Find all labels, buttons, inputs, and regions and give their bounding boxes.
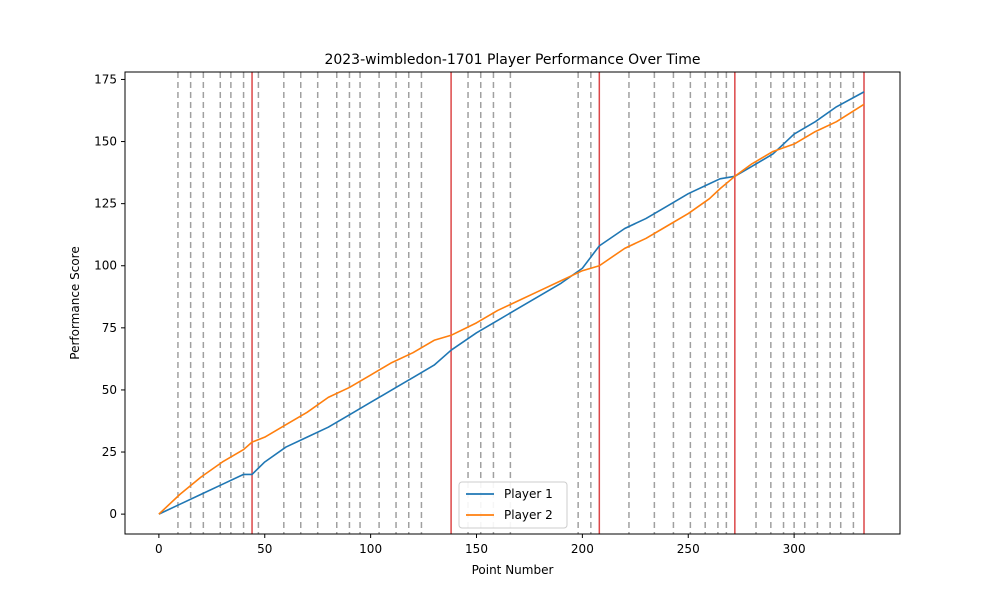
x-axis-label: Point Number [472,563,554,577]
y-tick-label: 150 [94,135,117,149]
x-tick-label: 100 [359,542,382,556]
y-tick-label: 125 [94,197,117,211]
plot-area-frame [124,71,901,535]
x-tick-label: 50 [257,542,272,556]
legend: Player 1 Player 2 [458,481,568,529]
y-axis: 0 25 50 75 100 125 150 175 [94,72,125,521]
y-tick-label: 50 [102,383,117,397]
series-lines [158,91,865,515]
x-axis: 0 50 100 150 200 250 300 [155,534,806,556]
y-tick-label: 100 [94,259,117,273]
x-tick-label: 300 [783,542,806,556]
boundary-lines [177,72,865,534]
series-line-player-2 [158,103,865,515]
legend-label-player-1: Player 1 [504,487,553,501]
x-tick-label: 0 [155,542,163,556]
chart-title: 2023-wimbledon-1701 Player Performance O… [324,52,700,68]
y-tick-label: 75 [102,321,117,335]
y-tick-label: 175 [94,72,117,86]
legend-label-player-2: Player 2 [504,508,553,522]
x-tick-label: 150 [465,542,488,556]
y-tick-label: 25 [102,445,117,459]
x-tick-label: 250 [677,542,700,556]
y-axis-label: Performance Score [68,246,82,359]
y-tick-label: 0 [109,507,117,521]
x-tick-label: 200 [571,542,594,556]
